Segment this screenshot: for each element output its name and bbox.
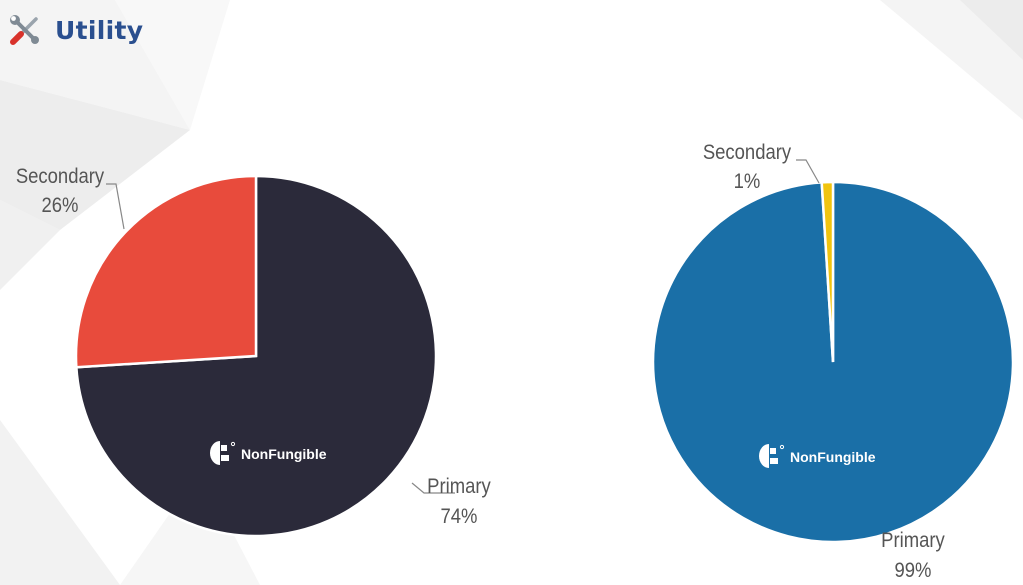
- watermark-text: NonFungible: [241, 446, 327, 462]
- pie-slice-secondary: [820, 180, 835, 363]
- slice-value-secondary: 26%: [42, 194, 79, 217]
- slice-label-primary: Primary: [881, 529, 945, 552]
- pie-chart-2: Primary 99% Secondary 1% NonFungible: [651, 141, 1015, 582]
- nonfungible-logo-icon: [759, 444, 785, 468]
- nonfungible-watermark: NonFungible: [210, 441, 327, 465]
- page-header: Utility: [7, 12, 143, 48]
- tools-icon: [10, 15, 39, 45]
- slice-label-secondary: Secondary: [703, 141, 791, 164]
- pie-slice-secondary: [74, 174, 258, 369]
- leader-line-primary: [411, 482, 455, 494]
- leader-line-secondary: [796, 159, 820, 184]
- slice-label-secondary: Secondary: [16, 165, 104, 188]
- slice-label-primary: Primary: [427, 475, 491, 498]
- slice-value-primary: 74%: [441, 505, 478, 528]
- leader-line-secondary: [106, 183, 125, 230]
- page-title: Utility: [55, 15, 144, 45]
- slice-value-primary: 99%: [895, 559, 932, 582]
- nonfungible-logo-icon: [210, 441, 236, 465]
- slice-value-secondary: 1%: [734, 170, 761, 193]
- watermark-text: NonFungible: [790, 449, 876, 465]
- pie-chart-1: Primary 74% Secondary 26% NonFungible: [16, 165, 491, 538]
- nonfungible-watermark: NonFungible: [759, 444, 876, 468]
